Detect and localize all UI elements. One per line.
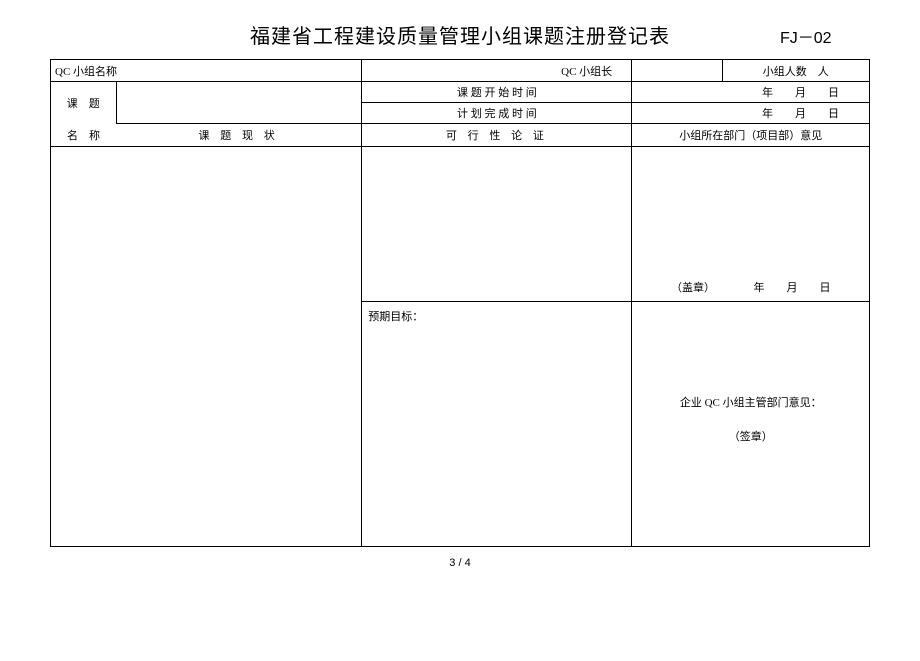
page-number: 3 / 4 <box>50 557 870 569</box>
status-header: 课 题 现 状 <box>198 130 278 142</box>
plan-date: 年 月 日 <box>762 108 839 120</box>
dept-opinion-header: 小组所在部门（项目部）意见 <box>679 130 822 142</box>
start-time-label: 课 题 开 始 时 间 <box>457 87 537 99</box>
form-code: FJ－02 <box>780 24 870 48</box>
topic-label: 课 题 <box>55 95 112 111</box>
feasibility-header: 可 行 性 论 证 <box>446 130 548 142</box>
member-count-label: 小组人数 <box>763 66 807 78</box>
page-title: 福建省工程建设质量管理小组课题注册登记表 <box>140 20 780 49</box>
plan-time-label: 计 划 完 成 时 间 <box>457 108 537 120</box>
member-count-unit: 人 <box>818 66 829 78</box>
leader-label: QC 小组长 <box>561 66 612 78</box>
start-date: 年 月 日 <box>762 87 839 99</box>
registration-table: QC 小组名称 QC 小组长 小组人数 人 课 题 课 题 开 始 时 间 年 … <box>50 59 870 547</box>
enterprise-stamp-label: （签章） <box>636 410 865 444</box>
name-label: 名 称 <box>55 127 112 143</box>
expected-target-label: 预期目标： <box>368 308 423 324</box>
group-name-label: QC 小组名称 <box>55 66 117 78</box>
dept-stamp-line: （盖章） 年 月 日 <box>632 279 869 295</box>
enterprise-opinion-label: 企业 QC 小组主管部门意见： <box>636 304 865 410</box>
